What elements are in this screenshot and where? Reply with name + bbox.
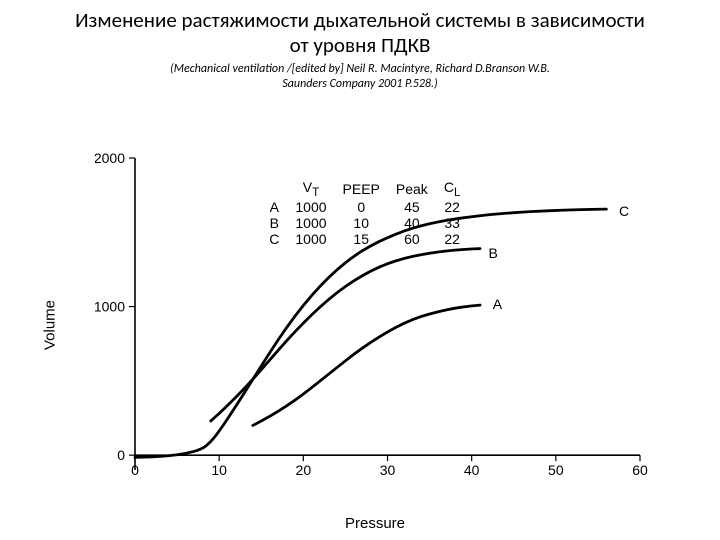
table-header-cell: PEEP [335,179,388,199]
table-header-row: VTPEEPPeakCL [261,179,468,199]
citation-line-2: Saunders Company 2001 P.528.) [282,77,437,91]
table-cell: 40 [388,215,436,231]
table-header-cell: VT [287,179,334,199]
svg-text:20: 20 [296,462,312,478]
y-axis-label: Volume [42,300,59,350]
table-row: A100004522 [261,199,468,215]
inset-table: VTPEEPPeakCLA100004522B1000104033C100015… [261,179,468,247]
svg-text:0: 0 [117,447,125,463]
table-cell: 0 [335,199,388,215]
svg-text:30: 30 [380,462,396,478]
table-cell: 15 [335,231,388,247]
title-line-1: Изменение растяжимости дыхательной систе… [75,7,645,33]
table-cell: 10 [335,215,388,231]
svg-text:2000: 2000 [95,150,125,166]
svg-text:1000: 1000 [95,299,125,315]
svg-text:10: 10 [211,462,227,478]
slide-title: Изменение растяжимости дыхательной систе… [0,0,720,58]
table-cell: 1000 [287,231,334,247]
table-cell: 33 [436,215,469,231]
curve-label-b: B [489,245,498,261]
svg-text:60: 60 [632,462,648,478]
table-cell: 1000 [287,215,334,231]
table-header-cell: Peak [388,179,436,199]
table-cell: 1000 [287,199,334,215]
table-cell: 45 [388,199,436,215]
x-axis-label: Pressure [345,515,405,532]
table-cell: 22 [436,199,469,215]
curve-label-c: C [619,203,629,219]
curve-label-a: A [493,296,502,312]
svg-text:50: 50 [548,462,564,478]
chart-area: Volume Pressure 0102030405060010002000 V… [95,150,655,500]
table-header-cell: CL [436,179,469,199]
citation-line-1: (Mechanical ventilation /[edited by] Nei… [170,62,550,76]
svg-text:40: 40 [464,462,480,478]
table-row: B1000104033 [261,215,468,231]
table-cell: 60 [388,231,436,247]
table-row: C1000156022 [261,231,468,247]
table-header-cell [261,179,287,199]
citation: (Mechanical ventilation /[edited by] Nei… [0,58,720,92]
table-cell: 22 [436,231,469,247]
svg-text:0: 0 [131,462,139,478]
table-cell: B [261,215,287,231]
table-cell: A [261,199,287,215]
title-line-2: от уровня ПДКВ [290,32,431,58]
table-cell: C [261,231,287,247]
